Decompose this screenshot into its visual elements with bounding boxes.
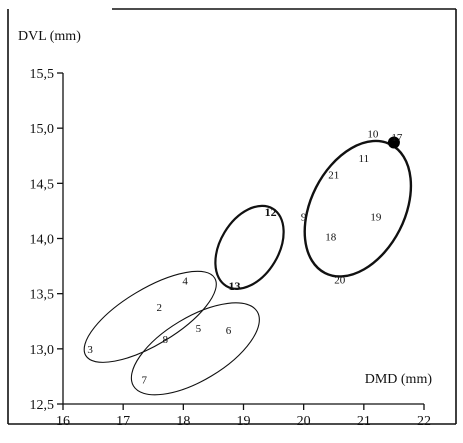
point-label: 6 <box>226 325 232 337</box>
point-label: 4 <box>182 275 188 287</box>
ticks: 16 17 18 19 20 21 22 12,5 13,0 13,5 14,0 14,5 15,0 15… <box>30 67 432 429</box>
point-label: 5 <box>196 323 202 335</box>
x-tick-label: 16 <box>56 414 70 429</box>
group-ellipse <box>130 302 260 396</box>
x-tick-label: 21 <box>357 414 371 429</box>
chart-frame <box>7 8 457 425</box>
point-label: 9 <box>301 211 307 223</box>
y-tick-label: 15,0 <box>30 122 55 137</box>
point-label: 13 <box>228 279 240 293</box>
point-label: 12 <box>265 205 277 219</box>
group-ellipses <box>83 139 413 396</box>
y-tick-label: 15,5 <box>30 67 55 82</box>
group-ellipse <box>303 139 413 278</box>
point-label: 20 <box>334 274 346 286</box>
group-ellipse <box>214 204 285 290</box>
point-label: 18 <box>325 231 337 243</box>
point-label: 10 <box>367 129 379 141</box>
point-label: 21 <box>328 170 339 182</box>
x-axis-title: DMD (mm) <box>365 372 433 387</box>
point-label: 11 <box>359 153 370 165</box>
highlighted-point <box>387 136 400 149</box>
y-tick-label: 12,5 <box>30 398 55 413</box>
group-ellipse <box>83 270 217 363</box>
data-points: 2 3 4 5 6 7 8 9 10 11 12 13 17 18 19 20 21 <box>87 129 403 387</box>
x-tick-label: 17 <box>116 414 130 429</box>
y-tick-label: 14,5 <box>30 177 55 192</box>
point-label: 17 <box>391 132 403 144</box>
axes <box>62 73 424 405</box>
y-tick-label: 13,0 <box>30 343 55 358</box>
y-tick-label: 14,0 <box>30 233 55 248</box>
x-tick-label: 19 <box>237 414 251 429</box>
point-label: 8 <box>163 334 169 346</box>
point-label: 3 <box>87 344 93 356</box>
point-label: 2 <box>157 302 163 314</box>
x-tick-label: 18 <box>176 414 190 429</box>
y-axis-title: DVL (mm) <box>18 29 81 44</box>
x-tick-label: 22 <box>417 414 431 429</box>
point-label: 7 <box>141 375 147 387</box>
point-label: 19 <box>370 211 382 223</box>
x-tick-label: 20 <box>297 414 311 429</box>
y-tick-label: 13,5 <box>30 288 55 303</box>
